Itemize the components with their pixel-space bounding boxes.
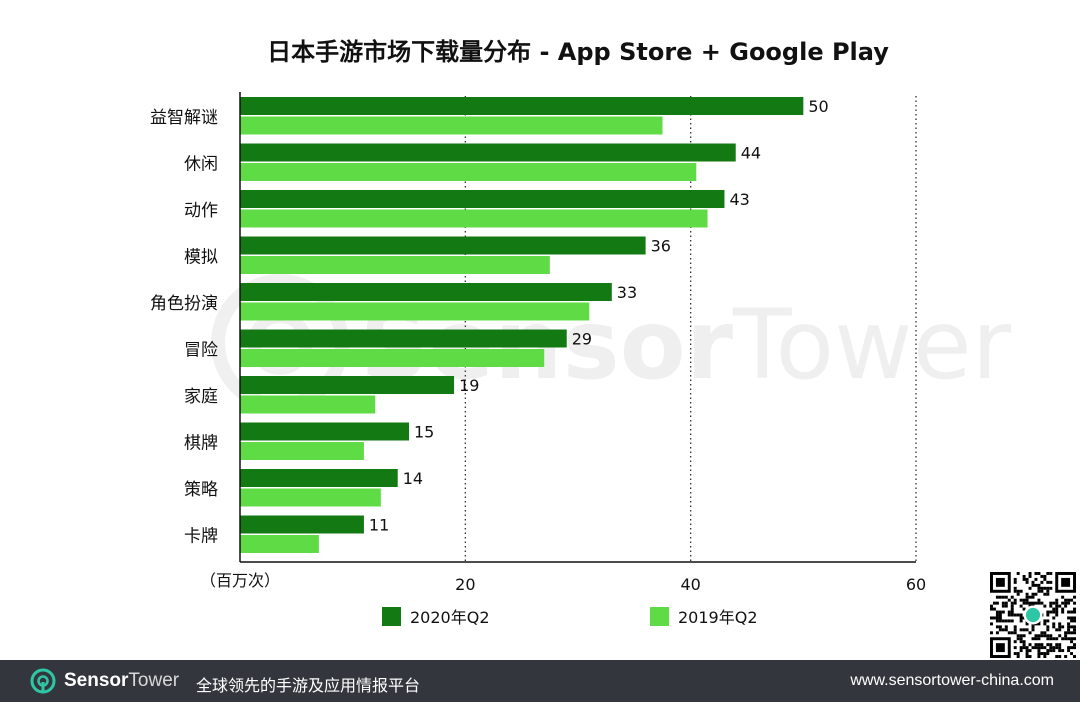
bar-2019q2 — [240, 302, 590, 321]
data-label: 15 — [414, 423, 434, 442]
data-label: 33 — [617, 283, 637, 302]
footer-brand: SensorTower — [64, 670, 179, 692]
category-label: 动作 — [184, 201, 218, 221]
bars — [240, 97, 804, 553]
data-label: 29 — [572, 330, 592, 349]
legend-label: 2020年Q2 — [410, 608, 490, 627]
bar-2019q2 — [240, 349, 545, 367]
x-tick-label: 60 — [906, 575, 926, 594]
bar-2019q2 — [240, 163, 697, 181]
bar-2019q2 — [240, 442, 364, 460]
bar-2019q2 — [240, 395, 376, 414]
bar-2019q2 — [240, 535, 319, 553]
legend-swatch — [650, 607, 669, 626]
data-label: 43 — [729, 190, 749, 209]
chart-title: 日本手游市场下载量分布 - App Store + Google Play — [267, 38, 889, 66]
bar-2020q2 — [240, 143, 736, 162]
bar-2019q2 — [240, 256, 550, 274]
bar-2020q2 — [240, 283, 612, 301]
data-label: 44 — [741, 144, 761, 163]
bar-2020q2 — [240, 469, 398, 487]
bar-2019q2 — [240, 209, 708, 228]
footer-bar: SensorTower 全球领先的手游及应用情报平台 www.sensortow… — [0, 660, 1080, 702]
bar-2020q2 — [240, 329, 567, 348]
category-label: 卡牌 — [184, 527, 218, 547]
category-label: 休闲 — [184, 155, 218, 175]
legend-swatch — [382, 607, 401, 626]
axes: 20 40 60 — [239, 92, 926, 594]
category-label: 益智解谜 — [150, 108, 218, 128]
x-unit-label: （百万次） — [200, 571, 280, 590]
data-label: 36 — [651, 237, 671, 256]
watermark-brand-light: Tower — [732, 289, 1012, 401]
sensortower-logo-icon — [30, 668, 56, 694]
bar-2020q2 — [240, 190, 725, 208]
footer-slogan: 全球领先的手游及应用情报平台 — [196, 676, 421, 695]
category-label: 冒险 — [184, 341, 218, 361]
category-label: 策略 — [184, 480, 218, 500]
category-label: 棋牌 — [184, 434, 218, 454]
data-label: 14 — [403, 469, 423, 488]
footer-brand-light: Tower — [128, 670, 180, 691]
data-label: 19 — [459, 376, 479, 395]
bar-2020q2 — [240, 515, 364, 534]
x-tick-label: 20 — [455, 575, 475, 594]
bar-2020q2 — [240, 97, 804, 115]
x-tick-label: 40 — [680, 575, 700, 594]
category-label: 模拟 — [184, 248, 218, 268]
bar-2020q2 — [240, 236, 646, 255]
bar-2020q2 — [240, 422, 409, 441]
labels: 益智解谜 50 休闲 44 动作 43 模拟 36 角色扮演 33 冒险 29 家庭 19 棋牌 15 策略 14… — [150, 97, 829, 547]
data-label: 11 — [369, 516, 389, 535]
legend: 2020年Q2 2019年Q2 — [382, 607, 758, 627]
bar-2019q2 — [240, 116, 663, 135]
category-label: 角色扮演 — [150, 294, 218, 314]
bar-2019q2 — [240, 488, 381, 507]
footer-url[interactable]: www.sensortower-china.com — [850, 672, 1054, 689]
chart: SensorTower 日本手游市场下载量分布 - App Store + Go… — [150, 38, 1076, 658]
category-label: 家庭 — [184, 387, 218, 407]
footer-brand-bold: Sensor — [64, 670, 129, 691]
qr-code-icon — [990, 572, 1076, 658]
chart-svg: SensorTower 日本手游市场下载量分布 - App Store + Go… — [150, 38, 1012, 627]
legend-label: 2019年Q2 — [678, 608, 758, 627]
data-label: 50 — [808, 97, 828, 116]
bar-2020q2 — [240, 376, 455, 394]
